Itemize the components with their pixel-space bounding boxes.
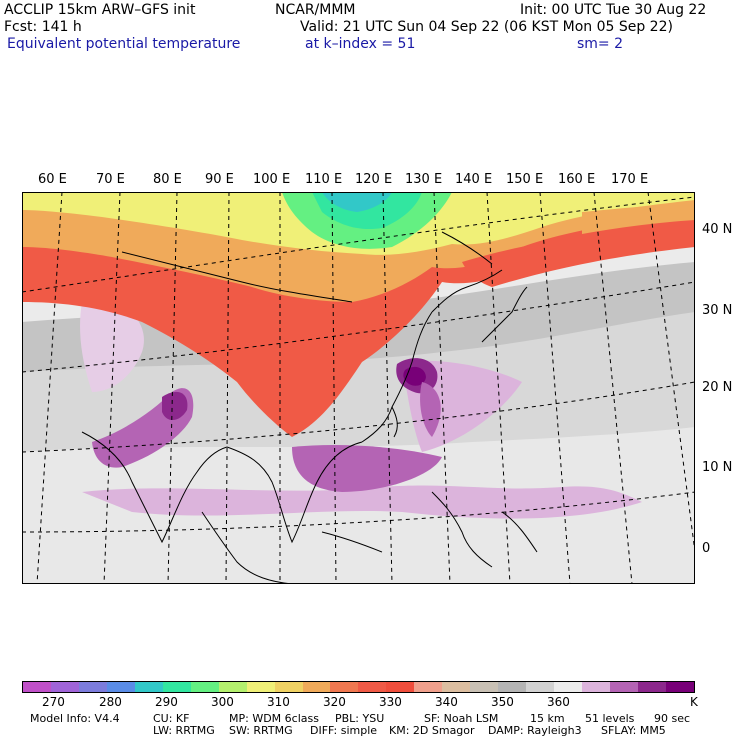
lat-label-30n: 30 N xyxy=(702,303,733,318)
lon-label-80e: 80 E xyxy=(153,172,182,187)
lon-label-160e: 160 E xyxy=(558,172,596,187)
colorbar-swatch xyxy=(246,682,275,692)
lon-label-70e: 70 E xyxy=(96,172,125,187)
colorbar-swatch xyxy=(23,682,51,692)
colorbar-tick-330: 330 xyxy=(379,695,402,709)
colorbar-swatch xyxy=(274,682,303,692)
footer-sflay: SFLAY: MM5 xyxy=(601,724,666,737)
footer-timestep: 90 sec xyxy=(654,712,691,725)
colorbar-swatch xyxy=(637,682,666,692)
model-title: ACCLIP 15km ARW–GFS init xyxy=(4,2,196,18)
lat-label-40n: 40 N xyxy=(702,222,733,237)
footer-pbl: PBL: YSU xyxy=(335,712,385,725)
footer-sf: SF: Noah LSM xyxy=(424,712,499,725)
footer-km: KM: 2D Smagor xyxy=(389,724,475,737)
convection-scs xyxy=(292,445,442,492)
colorbar-swatch xyxy=(442,682,471,692)
field-name: Equivalent potential temperature xyxy=(7,36,241,52)
colorbar-tick-350: 350 xyxy=(491,695,514,709)
lon-label-120e: 120 E xyxy=(355,172,393,187)
colorbar-unit: K xyxy=(690,695,698,709)
lat-label-20n: 20 N xyxy=(702,380,733,395)
colorbar-swatch xyxy=(498,682,527,692)
colorbar-swatch xyxy=(470,682,499,692)
colorbar-swatch xyxy=(414,682,443,692)
colorbar-tick-320: 320 xyxy=(323,695,346,709)
colorbar-swatch xyxy=(358,682,387,692)
institution: NCAR/MMM xyxy=(275,2,356,18)
lat-label-10n: 10 N xyxy=(702,460,733,475)
lon-label-150e: 150 E xyxy=(506,172,544,187)
colorbar-swatch xyxy=(106,682,135,692)
lon-label-100e: 100 E xyxy=(253,172,291,187)
colorbar-swatch xyxy=(330,682,359,692)
colorbar xyxy=(22,681,695,693)
init-time: Init: 00 UTC Tue 30 Aug 22 xyxy=(520,2,707,18)
colorbar-swatch xyxy=(582,682,611,692)
lon-label-140e: 140 E xyxy=(455,172,493,187)
lon-label-90e: 90 E xyxy=(205,172,234,187)
lon-label-60e: 60 E xyxy=(38,172,67,187)
colorbar-tick-300: 300 xyxy=(211,695,234,709)
graticule xyxy=(22,192,695,584)
colorbar-tick-310: 310 xyxy=(267,695,290,709)
lon-label-130e: 130 E xyxy=(405,172,443,187)
colorbar-tick-290: 290 xyxy=(155,695,178,709)
colorbar-swatch xyxy=(665,682,694,692)
coastlines xyxy=(81,231,538,584)
footer-resolution: 15 km xyxy=(530,712,565,725)
footer-mp: MP: WDM 6class xyxy=(229,712,319,725)
colorbar-swatch xyxy=(386,682,415,692)
lon-label-170e: 170 E xyxy=(611,172,649,187)
footer-lw: LW: RRTMG xyxy=(153,724,215,737)
colorbar-swatch xyxy=(190,682,219,692)
footer-levels: 51 levels xyxy=(585,712,635,725)
k-index: at k–index = 51 xyxy=(305,36,416,52)
valid-time: Valid: 21 UTC Sun 04 Sep 22 (06 KST Mon … xyxy=(300,19,673,35)
moist-band xyxy=(82,485,642,519)
colorbar-swatch xyxy=(162,682,191,692)
theta-e-map xyxy=(22,192,695,584)
footer-damp: DAMP: Rayleigh3 xyxy=(488,724,582,737)
colorbar-swatch xyxy=(218,682,247,692)
colorbar-swatch xyxy=(610,682,638,692)
footer-model-info: Model Info: V4.4 xyxy=(30,712,120,725)
lat-label-0: 0 xyxy=(702,541,711,556)
colorbar-swatch xyxy=(302,682,331,692)
colorbar-tick-360: 360 xyxy=(547,695,570,709)
colorbar-tick-270: 270 xyxy=(42,695,65,709)
smoothing: sm= 2 xyxy=(577,36,624,52)
colorbar-tick-340: 340 xyxy=(435,695,458,709)
footer-diff: DIFF: simple xyxy=(310,724,378,737)
lon-label-110e: 110 E xyxy=(305,172,343,187)
colorbar-swatch xyxy=(554,682,583,692)
forecast-hour: Fcst: 141 h xyxy=(4,19,82,35)
footer-sw: SW: RRTMG xyxy=(229,724,293,737)
colorbar-swatch xyxy=(50,682,79,692)
footer-cu: CU: KF xyxy=(153,712,190,725)
colorbar-swatch xyxy=(78,682,107,692)
colorbar-swatch xyxy=(526,682,555,692)
colorbar-tick-280: 280 xyxy=(99,695,122,709)
colorbar-swatch xyxy=(134,682,163,692)
